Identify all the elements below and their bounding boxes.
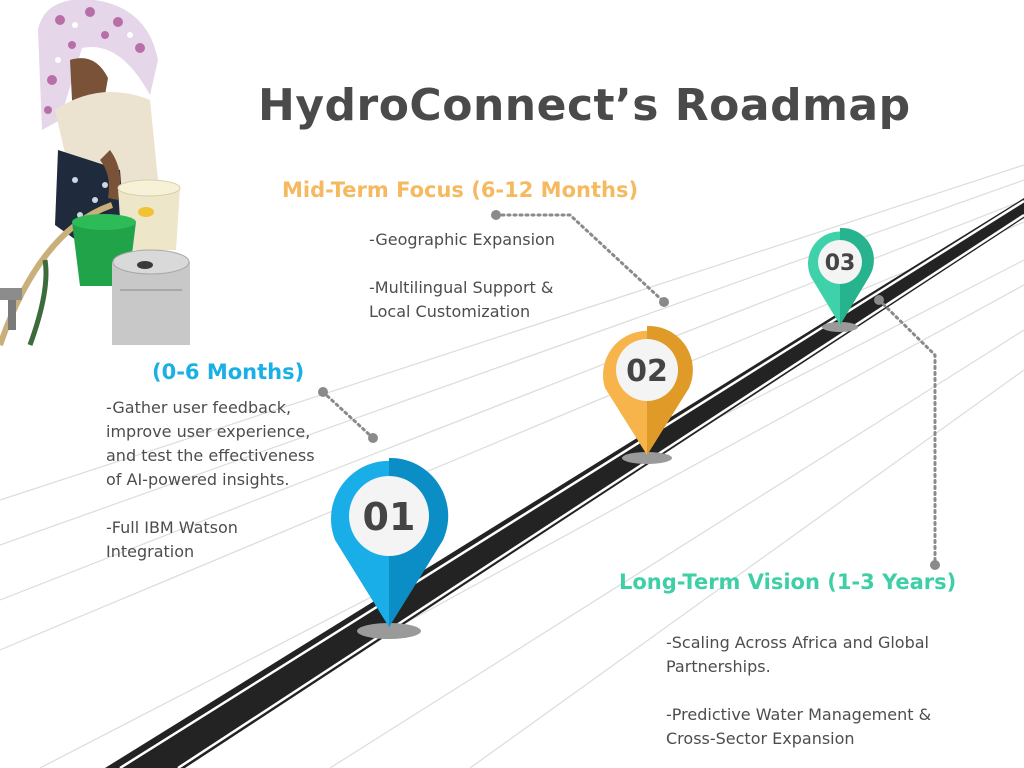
- milestone-01-item-1: -Gather user feedback, improve user expe…: [106, 398, 315, 489]
- milestone-pin-03: 03: [808, 227, 874, 325]
- milestone-01-description: -Gather user feedback, improve user expe…: [106, 396, 321, 564]
- milestone-02-heading: Mid-Term Focus (6-12 Months): [282, 178, 639, 202]
- connectors: [321, 213, 937, 567]
- milestone-03-heading: Long-Term Vision (1-3 Years): [619, 570, 957, 594]
- milestone-01-item-2: -Full IBM Watson Integration: [106, 518, 238, 561]
- pin-01-label: 01: [363, 495, 416, 539]
- milestone-03-item-1: -Scaling Across Africa and Global Partne…: [666, 633, 929, 676]
- road-edge-line: [119, 199, 1024, 768]
- milestone-pin-02: 02: [603, 325, 693, 455]
- connector-dots: [318, 210, 940, 570]
- pin-03-label: 03: [825, 251, 856, 276]
- page-title: HydroConnect’s Roadmap: [258, 80, 911, 131]
- milestone-03-item-2: -Predictive Water Management & Cross-Sec…: [666, 705, 932, 748]
- woman-water-photo: [0, 0, 190, 346]
- milestone-02-item-2: -Multilingual Support & Local Customizat…: [369, 278, 554, 321]
- milestone-02-description: -Geographic Expansion -Multilingual Supp…: [369, 228, 599, 324]
- milestone-01-heading: (0-6 Months): [152, 360, 305, 384]
- milestone-03-description: -Scaling Across Africa and Global Partne…: [666, 631, 966, 751]
- road: [105, 198, 1024, 768]
- milestone-02-item-1: -Geographic Expansion: [369, 230, 555, 249]
- pin-02-label: 02: [626, 354, 668, 389]
- milestone-pin-01: 01: [331, 457, 449, 627]
- road-center-line: [177, 213, 1024, 768]
- pin-shadows: [357, 322, 858, 639]
